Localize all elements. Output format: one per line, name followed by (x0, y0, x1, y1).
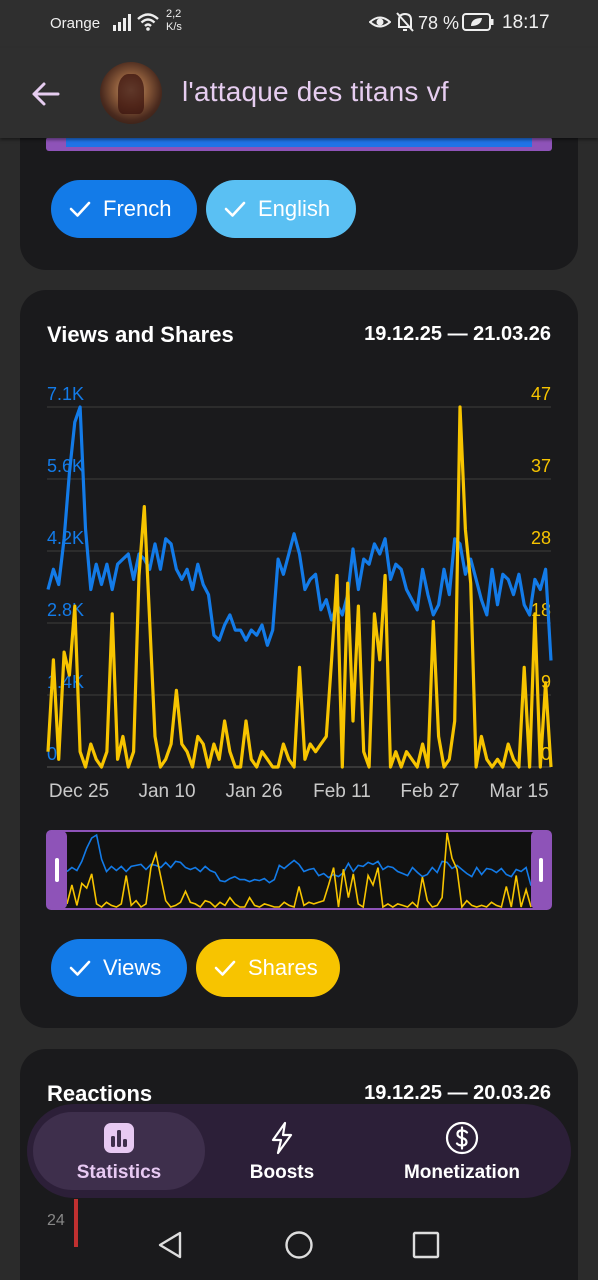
battery-percent: 78 % (418, 13, 460, 33)
nav-label: Boosts (249, 1162, 315, 1183)
y-right-tick-label: 28 (531, 528, 551, 548)
x-tick-label: Jan 10 (138, 781, 195, 802)
nav-boosts[interactable]: Boosts (207, 1104, 357, 1198)
card-title: Reactions (47, 1081, 153, 1106)
home-circle-icon[interactable] (283, 1229, 315, 1261)
x-tick-label: Feb 11 (313, 781, 371, 802)
y-right-tick-label: 0 (541, 744, 551, 764)
signal-icon (113, 14, 131, 31)
dollar-coin-icon (445, 1121, 479, 1155)
range-slider-strip[interactable] (46, 137, 552, 151)
y-right-tick-label: 47 (531, 384, 551, 404)
nav-label: Monetization (403, 1162, 521, 1183)
network-speed: 2,2 K/s (166, 8, 182, 33)
handle-grip (55, 858, 59, 882)
bottom-nav: Statistics Boosts Monetization (27, 1104, 571, 1198)
handle-grip (539, 858, 543, 882)
chip-label: French (103, 196, 172, 221)
navigator-shares-line (66, 832, 532, 910)
bar-chart-icon (104, 1123, 134, 1153)
recents-square-icon[interactable] (410, 1229, 442, 1261)
chip-french[interactable]: French (51, 180, 197, 238)
status-bar: Orange 2,2 K/s 78 % 18:17 (0, 0, 598, 48)
system-nav-bar (0, 1212, 598, 1280)
card-title: Views and Shares (47, 322, 234, 347)
y-right-tick-label: 37 (531, 456, 551, 476)
x-tick-label: Dec 25 (49, 781, 109, 802)
carrier-label: Orange (50, 15, 101, 32)
chip-label: Shares (248, 955, 318, 980)
date-range: 19.12.25 — 21.03.26 (364, 323, 551, 345)
y-left-tick-label: 5.6K (47, 456, 84, 476)
nav-monetization[interactable]: Monetization (377, 1104, 547, 1198)
battery-icon (462, 13, 494, 31)
back-arrow-icon[interactable] (28, 76, 64, 112)
channel-title: l'attaque des titans vf (182, 76, 449, 107)
navigator-views-line (66, 833, 532, 886)
x-tick-label: Feb 27 (400, 781, 459, 802)
app-bar: l'attaque des titans vf (0, 48, 598, 138)
y-left-tick-label: 2.8K (47, 600, 84, 620)
reaction-bar (74, 1199, 78, 1247)
back-triangle-icon[interactable] (155, 1229, 187, 1261)
chip-label: Views (103, 955, 162, 980)
wifi-icon (137, 13, 159, 31)
x-tick-label: Mar 15 (489, 781, 548, 802)
shares-series-line (46, 405, 553, 769)
toggle-views[interactable]: Views (51, 939, 187, 997)
eye-icon (369, 16, 391, 28)
date-range: 19.12.25 — 20.03.26 (364, 1082, 551, 1104)
y-tick-label: 24 (47, 1212, 65, 1229)
check-icon (224, 201, 246, 217)
chip-label: English (258, 196, 331, 221)
toggle-shares[interactable]: Shares (196, 939, 340, 997)
channel-avatar[interactable] (100, 62, 162, 124)
chip-english[interactable]: English (206, 180, 356, 238)
y-left-tick-label: 7.1K (47, 384, 84, 404)
mute-bell-icon (396, 12, 414, 32)
clock: 18:17 (502, 12, 550, 33)
check-icon (69, 960, 91, 976)
nav-label: Statistics (76, 1162, 162, 1183)
lightning-icon (271, 1121, 293, 1155)
nav-statistics[interactable]: Statistics (33, 1112, 205, 1190)
check-icon (69, 201, 91, 217)
x-tick-label: Jan 26 (225, 781, 282, 802)
check-icon (214, 960, 236, 976)
views-series-line (46, 405, 553, 661)
y-left-tick-label: 0 (47, 744, 57, 764)
